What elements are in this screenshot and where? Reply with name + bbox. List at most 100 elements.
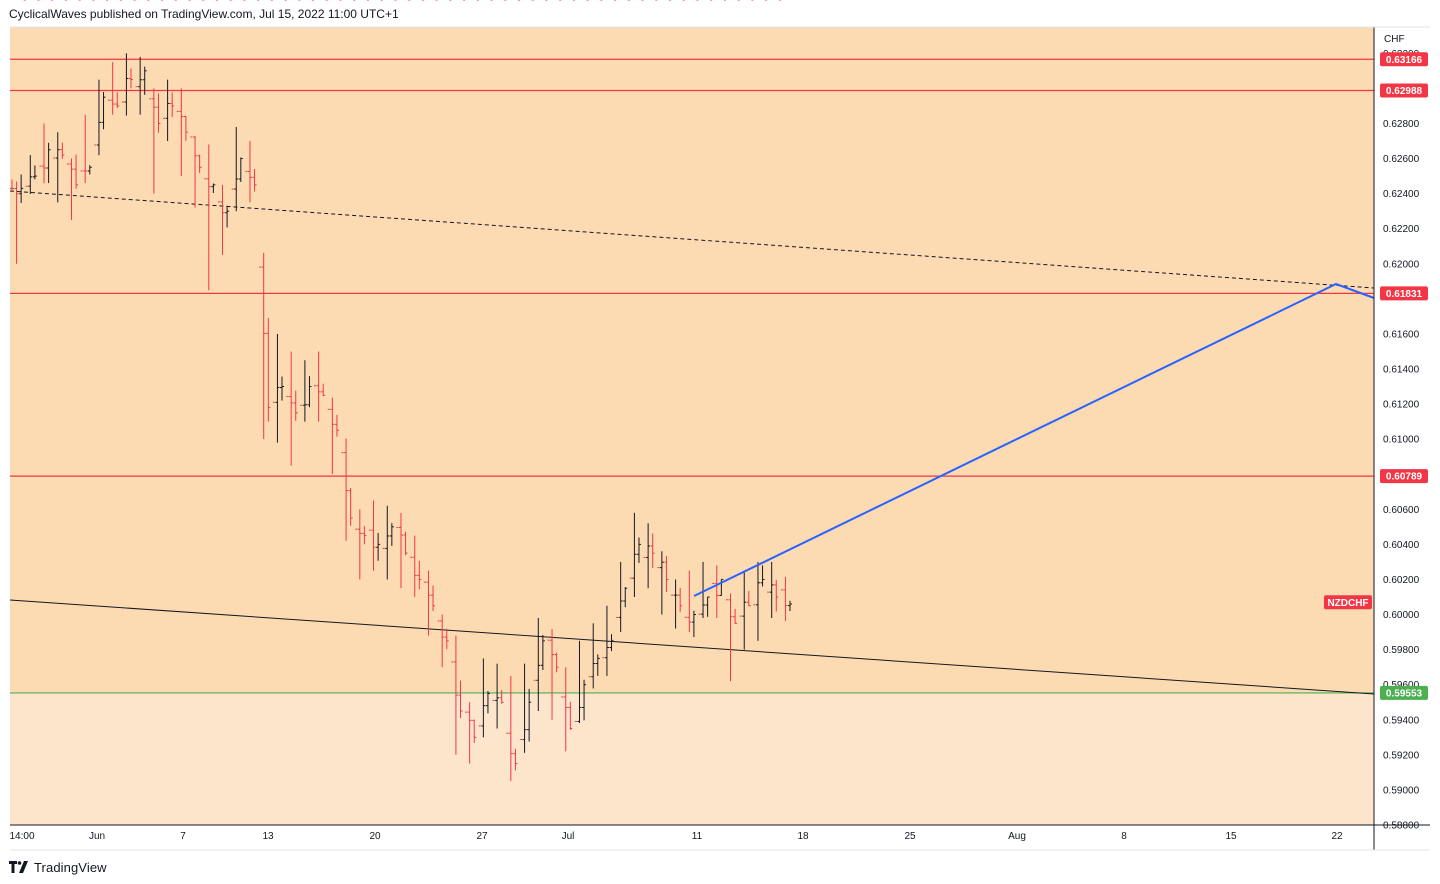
ohlc-bar	[412, 535, 417, 597]
ohlc-bar	[421, 0, 426, 583]
ohlc-bar	[385, 505, 390, 580]
ohlc-bar	[238, 157, 243, 182]
ohlc-bar	[389, 523, 394, 546]
ohlc-bar	[55, 132, 60, 203]
ohlc-bar	[316, 351, 321, 422]
ohlc-bar	[215, 0, 220, 203]
y-tick-label: 0.61000	[1383, 435, 1420, 446]
x-tick-label: 13	[262, 831, 274, 842]
y-tick-label: 0.59400	[1383, 715, 1420, 726]
ohlc-bar	[449, 0, 454, 663]
ohlc-bar	[751, 0, 756, 606]
ohlc-bar	[673, 579, 678, 629]
symbol-tag-bg	[1324, 595, 1372, 610]
x-tick-label: 8	[1121, 831, 1127, 842]
x-tick-label: 15	[1225, 831, 1237, 842]
ohlc-bar	[243, 0, 248, 172]
ohlc-bar	[339, 0, 344, 454]
ohlc-bar	[179, 88, 184, 177]
ohlc-bar	[783, 576, 788, 622]
price-tag-bg	[1380, 685, 1428, 700]
tradingview-branding[interactable]: TradingView	[9, 858, 107, 876]
x-tick-label: Jul	[562, 831, 575, 842]
x-tick-label: Aug	[1008, 831, 1026, 842]
price-tag-bg	[1380, 286, 1428, 301]
price-tag: 0.61831	[1380, 286, 1428, 301]
price-tag: 0.62988	[1380, 83, 1428, 98]
ohlc-bar	[19, 174, 24, 204]
ohlc-bar	[170, 92, 175, 117]
ohlc-bar	[161, 0, 166, 119]
ohlc-bar	[330, 397, 335, 475]
ohlc-bar	[14, 181, 19, 264]
ohlc-bar	[321, 383, 326, 396]
ohlc-bar	[499, 690, 504, 704]
ohlc-bar	[760, 565, 765, 587]
ohlc-bar	[490, 0, 495, 701]
ohlc-bar	[307, 376, 312, 408]
ohlc-bar	[371, 500, 376, 571]
ohlc-bar	[174, 0, 179, 112]
ohlc-bar	[42, 123, 47, 184]
y-tick-label: 0.59800	[1383, 645, 1420, 656]
ohlc-bar	[312, 0, 317, 387]
ohlc-bar	[682, 0, 687, 618]
ohlc-bar	[284, 0, 289, 398]
ohlc-bar	[669, 0, 674, 596]
price-tag-bg	[1380, 83, 1428, 98]
ohlc-bar	[380, 0, 385, 549]
ohlc-bar	[463, 0, 468, 713]
ohlc-bar	[563, 667, 568, 752]
ohlc-bar	[69, 158, 74, 220]
ohlc-bar	[74, 154, 79, 189]
ohlc-bar	[550, 629, 555, 720]
ohlc-bar	[119, 0, 124, 103]
ohlc-bar	[714, 565, 719, 619]
y-tick-label: 0.58800	[1383, 821, 1420, 832]
x-tick-label: Jun	[89, 831, 105, 842]
ohlc-bar	[106, 0, 111, 101]
ohlc-bar	[362, 526, 367, 545]
ohlc-bar	[394, 0, 399, 528]
ohlc-bar	[545, 0, 550, 641]
ohlc-bar	[705, 596, 710, 617]
ohlc-bar	[165, 79, 170, 141]
ohlc-bar	[115, 92, 120, 109]
ohlc-bar	[23, 0, 28, 187]
ohlc-bar	[128, 68, 133, 89]
price-tag: 0.63166	[1380, 52, 1428, 67]
ohlc-bar	[183, 116, 188, 141]
ohlc-bar	[353, 0, 358, 530]
ohlc-bar	[701, 561, 706, 619]
ohlc-bar	[188, 0, 193, 138]
ohlc-bar	[435, 0, 440, 622]
ohlc-bar	[87, 165, 92, 175]
ohlc-bar	[151, 88, 156, 194]
ohlc-bar	[289, 351, 294, 466]
ohlc-bar	[513, 748, 518, 771]
x-tick-label: 22	[1331, 831, 1343, 842]
ohlc-bar	[641, 0, 646, 558]
ohlc-bar	[96, 79, 101, 156]
y-tick-label: 0.59000	[1383, 785, 1420, 796]
price-tag: 0.60789	[1380, 469, 1428, 484]
currency-label: CHF	[1384, 34, 1405, 45]
ohlc-bar	[600, 0, 605, 659]
ohlc-bar	[270, 0, 275, 403]
x-tick-label: 20	[369, 831, 381, 842]
ohlc-bar	[225, 205, 230, 228]
projection-path	[693, 282, 1375, 597]
ohlc-bar	[92, 0, 97, 146]
ohlc-bar	[467, 702, 472, 764]
ohlc-bar	[691, 610, 696, 638]
x-tick-label: 27	[476, 831, 488, 842]
ohlc-bar	[444, 628, 449, 650]
ohlc-bar	[723, 0, 728, 601]
ohlc-bar	[728, 593, 733, 682]
ohlc-bar	[655, 0, 660, 569]
ohlc-bar	[458, 680, 463, 719]
ohlc-bar	[247, 141, 252, 203]
ohlc-bar	[234, 126, 239, 212]
ohlc-bar	[266, 318, 271, 422]
